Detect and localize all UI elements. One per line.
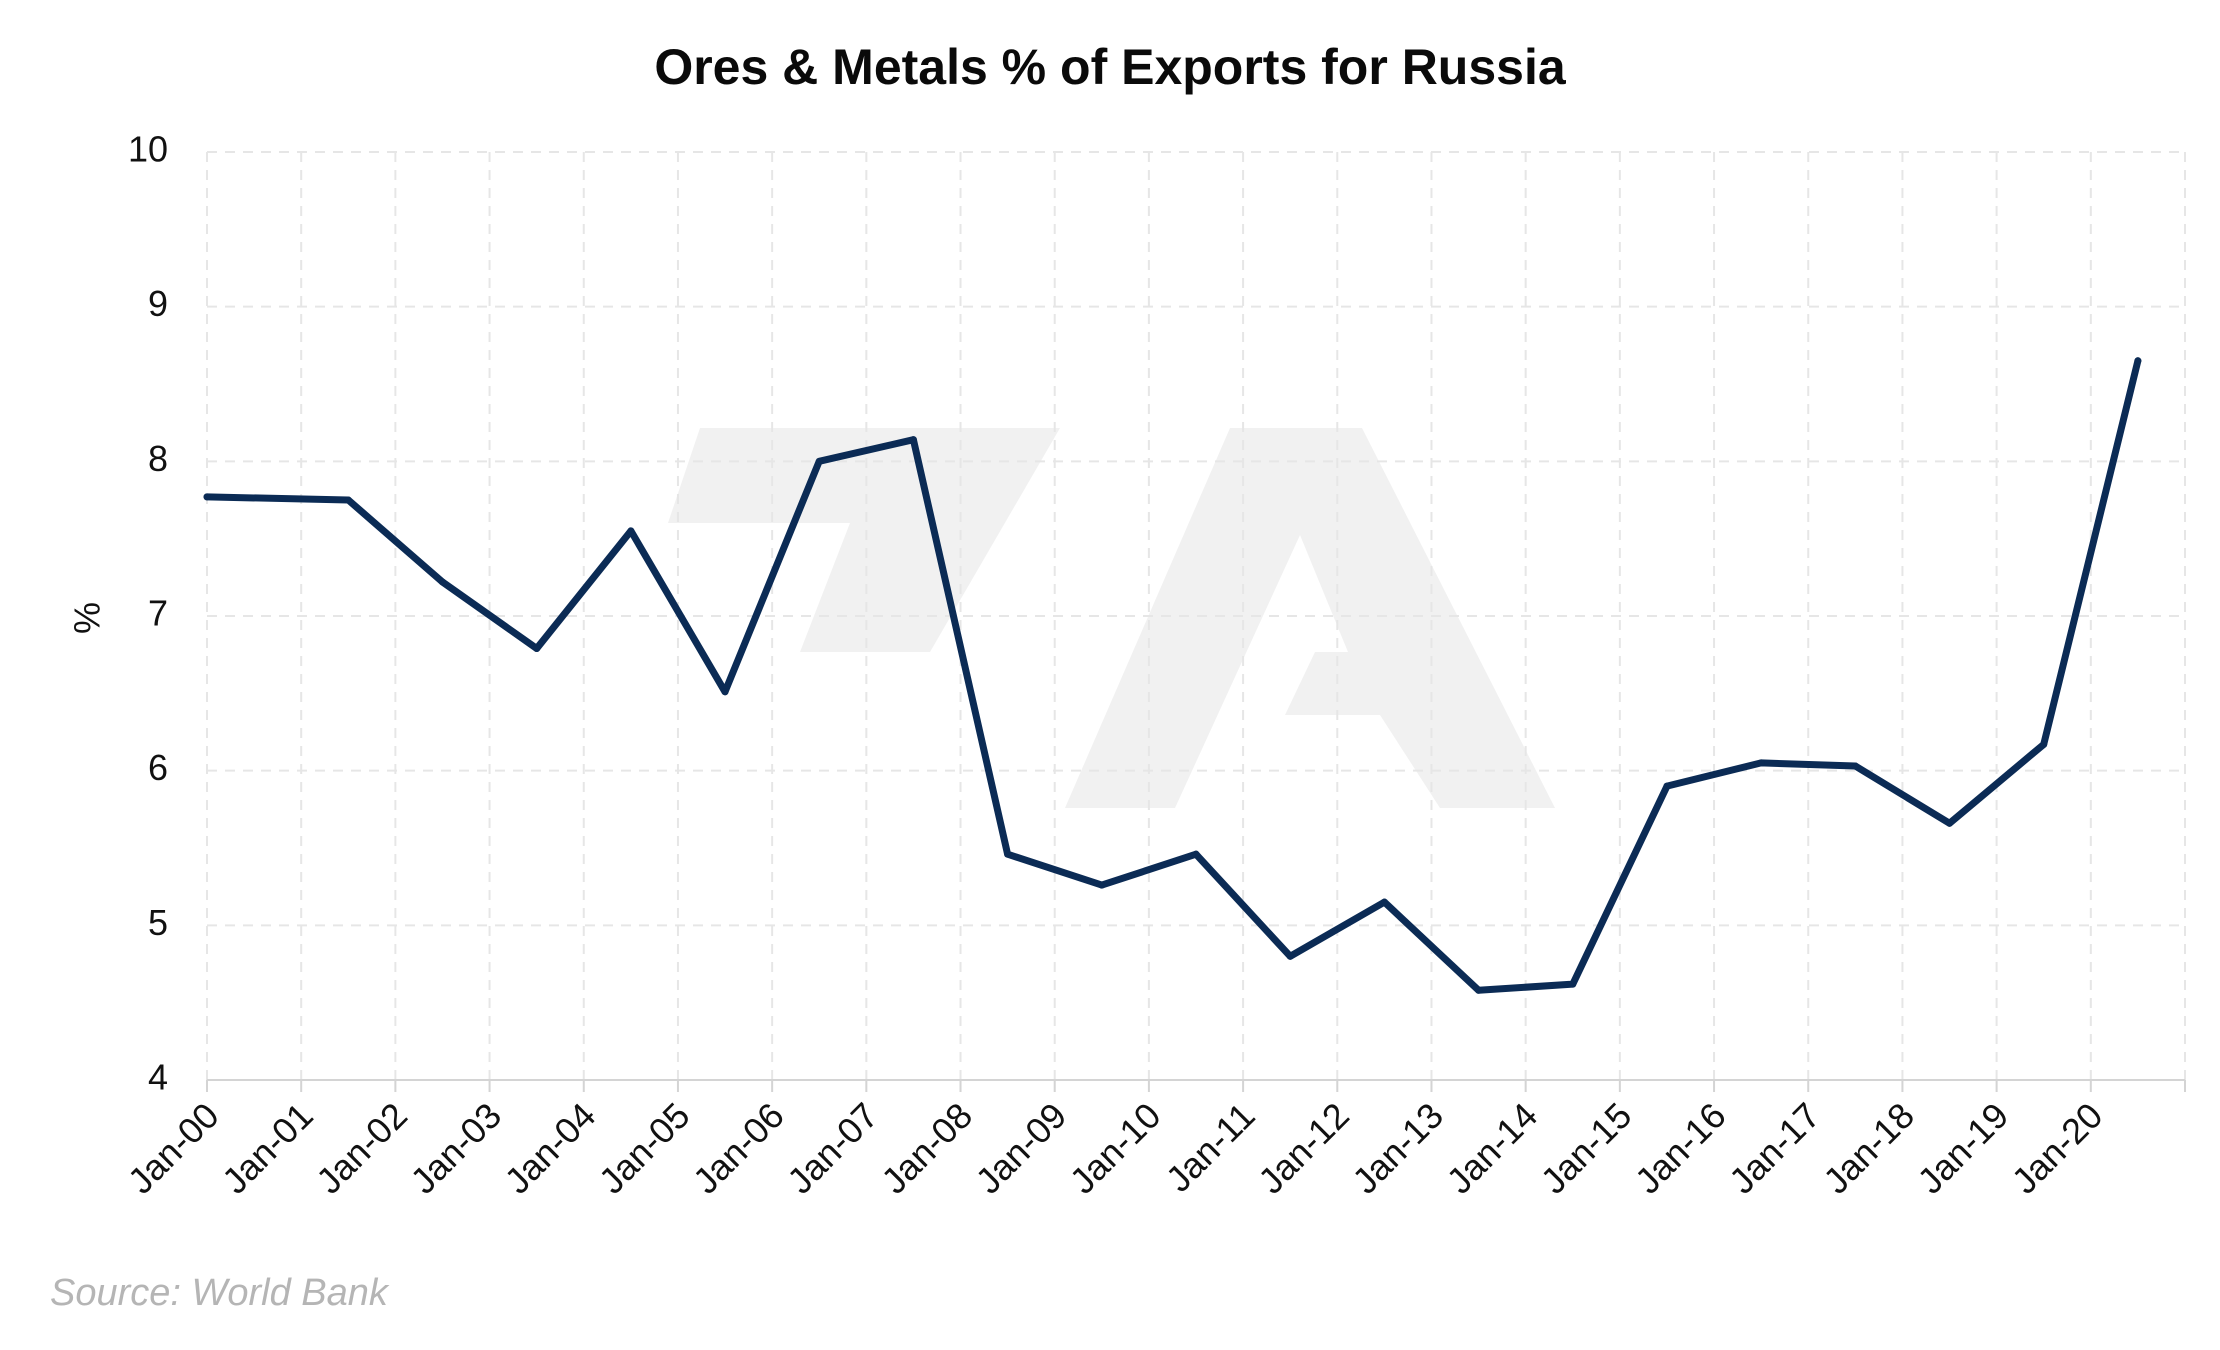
data-point [1757, 759, 1765, 767]
data-point [1475, 986, 1483, 994]
x-tick-label: Jan-20 [2004, 1095, 2111, 1202]
data-point [1569, 980, 1577, 988]
data-point [1004, 850, 1012, 858]
data-point [721, 688, 729, 696]
x-tick-label: Jan-13 [1344, 1095, 1451, 1202]
y-tick-labels: 4 5 6 7 8 9 10 [128, 129, 168, 1098]
y-tick-label: 10 [128, 129, 168, 170]
data-point [2040, 740, 2048, 748]
watermark-logo [668, 428, 1555, 808]
data-point [2134, 357, 2142, 365]
x-tick-label: Jan-00 [120, 1095, 227, 1202]
grid-lines [206, 151, 2186, 1080]
x-tick-label: Jan-06 [685, 1095, 792, 1202]
data-point [815, 457, 823, 465]
y-tick-label: 5 [148, 902, 168, 943]
x-tick-labels: Jan-00Jan-01Jan-02Jan-03Jan-04Jan-05Jan-… [120, 1095, 2111, 1202]
data-point [627, 527, 635, 535]
chart-title: Ores & Metals % of Exports for Russia [654, 39, 1566, 95]
data-point [1098, 881, 1106, 889]
data-point [344, 496, 352, 504]
y-tick-label: 8 [148, 438, 168, 479]
x-tick-label: Jan-05 [591, 1095, 698, 1202]
series-group [203, 357, 2142, 994]
data-point [1663, 782, 1671, 790]
data-point [1286, 952, 1294, 960]
data-point [533, 644, 541, 652]
x-tick-label: Jan-16 [1627, 1095, 1734, 1202]
source-note: Source: World Bank [50, 1272, 388, 1314]
y-tick-label: 6 [148, 747, 168, 788]
x-tick-label: Jan-12 [1250, 1095, 1357, 1202]
x-tick-label: Jan-17 [1721, 1095, 1828, 1202]
x-tick-label: Jan-09 [968, 1095, 1075, 1202]
data-point [438, 578, 446, 586]
x-tick-label: Jan-01 [214, 1095, 321, 1202]
y-tick-label: 9 [148, 283, 168, 324]
data-point [1946, 819, 1954, 827]
x-tick-label: Jan-07 [779, 1095, 886, 1202]
y-tick-label: 4 [148, 1057, 168, 1098]
data-point [1851, 762, 1859, 770]
data-point [909, 436, 917, 444]
x-tick-label: Jan-15 [1533, 1095, 1640, 1202]
x-tick-label: Jan-04 [497, 1095, 604, 1202]
y-axis-label: % [67, 602, 108, 634]
y-tick-label: 7 [148, 593, 168, 634]
x-tick-label: Jan-02 [308, 1095, 415, 1202]
x-tick-label: Jan-11 [1158, 1095, 1263, 1200]
x-tick-label: Jan-03 [402, 1095, 509, 1202]
data-point [1380, 898, 1388, 906]
x-tick-label: Jan-08 [873, 1095, 980, 1202]
data-point [203, 493, 211, 501]
x-tick-label: Jan-14 [1438, 1095, 1545, 1202]
x-tick-label: Jan-18 [1815, 1095, 1922, 1202]
x-tick-label: Jan-10 [1062, 1095, 1169, 1202]
axes [206, 1079, 2186, 1092]
x-tick-label: Jan-19 [1909, 1095, 2016, 1202]
data-point [1192, 850, 1200, 858]
